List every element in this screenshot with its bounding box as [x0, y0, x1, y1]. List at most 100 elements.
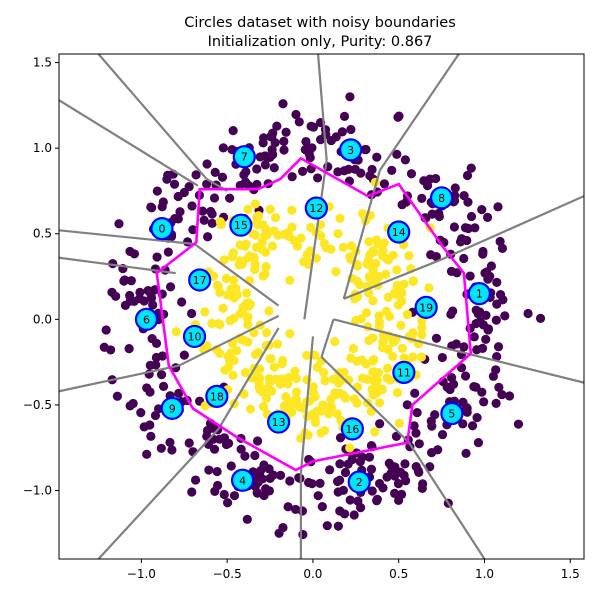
- data-point-class-0: [188, 225, 198, 235]
- data-point-class-1: [218, 303, 228, 313]
- data-point-class-1: [374, 398, 385, 408]
- data-point-class-0: [353, 496, 363, 506]
- data-point-class-0: [204, 465, 214, 475]
- voronoi-boundary-line: [441, 195, 584, 261]
- data-point-class-0: [158, 197, 168, 207]
- data-point-class-0: [304, 477, 314, 488]
- data-point-class-1: [357, 373, 368, 383]
- data-point-class-0: [174, 388, 184, 398]
- data-point-class-1: [374, 321, 384, 331]
- data-point-class-0: [478, 246, 488, 257]
- data-point-class-1: [261, 262, 271, 272]
- data-point-class-0: [461, 448, 471, 458]
- cluster-center-marker: [230, 468, 255, 492]
- cluster-center-label: 4: [239, 474, 246, 487]
- data-point-class-1: [257, 386, 267, 397]
- chart-subtitle: Initialization only, Purity: 0.867: [208, 34, 433, 50]
- data-point-class-0: [367, 486, 377, 496]
- x-tick-label: −1.0: [127, 567, 156, 581]
- data-point-class-0: [274, 528, 284, 538]
- data-point-class-0: [167, 445, 177, 455]
- cluster-center-label: 3: [347, 144, 354, 157]
- data-point-class-0: [151, 352, 161, 363]
- data-point-class-1: [226, 348, 236, 358]
- data-point-class-0: [101, 325, 111, 335]
- voronoi-boundary-line: [320, 356, 410, 444]
- cluster-center-marker: [339, 138, 363, 162]
- data-point-class-1: [242, 288, 252, 298]
- x-tick-label: 1.5: [561, 567, 580, 581]
- data-point-class-0: [459, 342, 469, 352]
- data-point-class-0: [145, 360, 155, 370]
- data-point-class-0: [481, 310, 491, 320]
- data-point-class-0: [340, 467, 351, 478]
- data-point-class-0: [333, 521, 343, 531]
- data-point-class-0: [375, 419, 385, 429]
- data-point-class-0: [148, 300, 158, 310]
- data-point-class-1: [345, 443, 355, 453]
- data-point-class-1: [351, 315, 361, 326]
- chart-title: Circles dataset with noisy boundaries: [184, 15, 456, 31]
- data-point-class-1: [214, 319, 224, 329]
- cluster-center-marker: [414, 295, 438, 319]
- data-point-class-0: [129, 249, 140, 259]
- cluster-center-label: 19: [419, 301, 433, 314]
- data-point-class-0: [236, 444, 246, 454]
- data-point-class-1: [207, 318, 217, 329]
- data-point-class-0: [366, 441, 377, 451]
- plot-frame: [58, 53, 585, 560]
- data-point-class-0: [291, 109, 301, 120]
- cluster-center-label: 13: [272, 416, 286, 429]
- data-point-class-0: [412, 407, 422, 418]
- data-point-class-0: [124, 344, 134, 354]
- data-point-class-1: [262, 230, 272, 240]
- cluster-center-19: 19: [414, 295, 438, 319]
- data-point-class-0: [187, 308, 197, 319]
- data-point-class-1: [383, 363, 393, 373]
- data-point-class-1: [215, 348, 225, 359]
- data-point-class-1: [281, 392, 291, 402]
- cluster-center-label: 9: [169, 402, 176, 415]
- data-point-class-0: [252, 164, 262, 174]
- data-point-class-1: [334, 368, 344, 378]
- data-point-class-0: [241, 167, 251, 177]
- data-point-class-1: [255, 364, 265, 374]
- data-point-class-0: [513, 419, 524, 429]
- data-point-class-1: [381, 306, 391, 316]
- data-point-class-0: [372, 494, 382, 504]
- data-point-class-0: [202, 159, 212, 169]
- data-point-class-0: [240, 451, 250, 461]
- voronoi-boundary-line: [343, 258, 443, 300]
- data-point-class-0: [305, 152, 315, 163]
- data-point-class-0: [214, 434, 225, 444]
- data-point-class-1: [267, 241, 278, 251]
- data-point-class-0: [338, 485, 349, 495]
- data-point-class-1: [310, 413, 320, 423]
- data-point-class-1: [416, 352, 427, 362]
- cluster-center-14: 14: [387, 220, 411, 244]
- cluster-center-17: 17: [188, 268, 212, 292]
- cluster-center-marker: [188, 268, 212, 292]
- data-point-class-1: [352, 356, 362, 366]
- data-point-class-1: [299, 257, 309, 267]
- data-point-class-0: [290, 504, 301, 515]
- cluster-center-label: 0: [158, 223, 165, 236]
- data-point-class-1: [171, 327, 181, 337]
- data-point-class-0: [387, 165, 397, 175]
- data-point-class-0: [267, 145, 277, 155]
- data-point-class-0: [219, 489, 229, 500]
- cluster-center-7: 7: [232, 145, 256, 169]
- data-point-class-0: [350, 164, 360, 174]
- cluster-center-marker: [467, 282, 491, 306]
- data-point-class-1: [285, 329, 295, 339]
- data-point-class-0: [150, 410, 161, 421]
- data-point-class-0: [386, 468, 396, 478]
- data-point-class-1: [392, 388, 403, 398]
- data-points: [99, 92, 546, 540]
- y-tick-label: 1.5: [33, 56, 52, 70]
- cluster-center-label: 15: [234, 219, 248, 232]
- data-point-class-0: [434, 208, 444, 218]
- data-point-class-0: [333, 167, 343, 177]
- data-point-class-1: [277, 355, 288, 366]
- voronoi-boundary-line: [59, 229, 195, 246]
